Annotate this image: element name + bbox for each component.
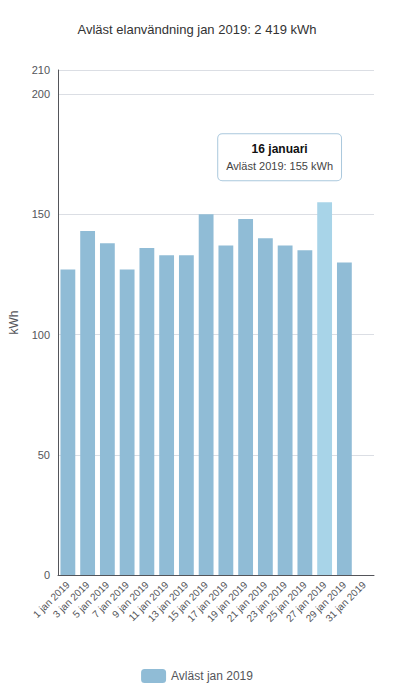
svg-text:23 jan 2019: 23 jan 2019 — [244, 579, 289, 624]
svg-text:19 jan 2019: 19 jan 2019 — [204, 579, 250, 624]
svg-text:9 jan 2019: 9 jan 2019 — [110, 579, 151, 620]
svg-text:15 jan 2019: 15 jan 2019 — [165, 579, 210, 624]
svg-text:210: 210 — [32, 64, 50, 76]
svg-text:kWh: kWh — [7, 311, 21, 335]
svg-text:29 jan 2019: 29 jan 2019 — [303, 579, 349, 624]
svg-text:Avläst 2019: 155 kWh: Avläst 2019: 155 kWh — [226, 160, 333, 172]
svg-text:1 jan 2019: 1 jan 2019 — [31, 579, 72, 620]
svg-text:5 jan 2019: 5 jan 2019 — [70, 579, 112, 620]
svg-text:50: 50 — [38, 449, 50, 461]
svg-text:7 jan 2019: 7 jan 2019 — [90, 579, 131, 620]
svg-text:3 jan 2019: 3 jan 2019 — [50, 579, 92, 620]
svg-text:200: 200 — [32, 88, 50, 100]
svg-text:11 jan 2019: 11 jan 2019 — [126, 579, 171, 624]
svg-text:150: 150 — [32, 208, 50, 220]
svg-text:25 jan 2019: 25 jan 2019 — [264, 579, 309, 624]
svg-text:17 jan 2019: 17 jan 2019 — [185, 579, 230, 624]
svg-text:Avläst jan 2019: Avläst jan 2019 — [171, 669, 253, 683]
svg-text:27 jan 2019: 27 jan 2019 — [283, 579, 329, 624]
svg-text:0: 0 — [44, 569, 50, 581]
svg-text:13 jan 2019: 13 jan 2019 — [145, 579, 191, 624]
svg-text:100: 100 — [32, 329, 50, 341]
svg-text:16 januari: 16 januari — [252, 142, 308, 156]
svg-text:Avläst elanvändning jan 2019:: Avläst elanvändning jan 2019: 2 419 kWh — [78, 22, 317, 37]
svg-text:21 jan 2019: 21 jan 2019 — [224, 579, 270, 624]
svg-text:31 jan 2019: 31 jan 2019 — [323, 579, 368, 624]
